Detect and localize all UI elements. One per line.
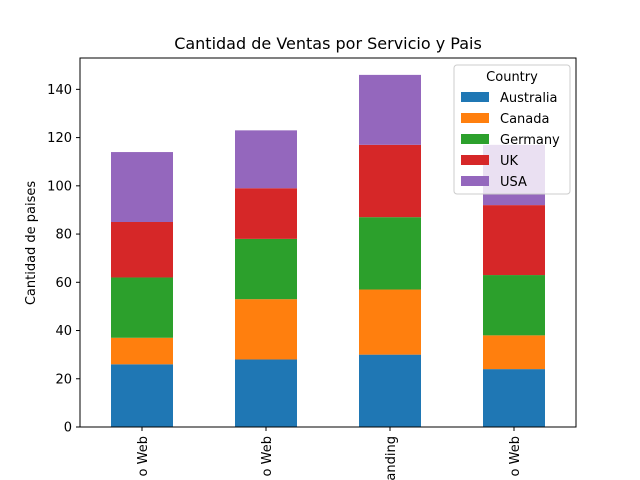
bar-uk-2 bbox=[359, 144, 421, 218]
bar-usa-2 bbox=[359, 74, 421, 145]
legend-swatch-usa bbox=[461, 176, 489, 186]
x-tick-label-0: o Web bbox=[136, 436, 151, 476]
bar-usa-0 bbox=[111, 152, 173, 222]
bar-germany-1 bbox=[235, 238, 297, 300]
bar-australia-0 bbox=[111, 364, 173, 427]
bar-canada-3 bbox=[483, 335, 545, 370]
legend-title: Country bbox=[486, 70, 538, 85]
bar-canada-0 bbox=[111, 337, 173, 365]
y-tick-label-100: 100 bbox=[47, 179, 72, 194]
legend-label-canada: Canada bbox=[500, 112, 549, 127]
legend-label-usa: USA bbox=[500, 175, 527, 190]
bar-germany-3 bbox=[483, 275, 545, 336]
bar-uk-1 bbox=[235, 188, 297, 239]
legend-swatch-australia bbox=[461, 92, 489, 102]
legend-label-uk: UK bbox=[500, 154, 519, 169]
x-tick-label-1: o Web bbox=[260, 436, 275, 476]
legend-swatch-uk bbox=[461, 155, 489, 165]
bar-uk-0 bbox=[111, 222, 173, 278]
axes-group: 0 20 40 60 80 100 120 140 o Web o Web anding o Web bbox=[47, 57, 577, 480]
y-tick-label-40: 40 bbox=[55, 324, 72, 339]
legend-label-australia: Australia bbox=[500, 91, 558, 106]
bar-canada-1 bbox=[235, 299, 297, 360]
bar-canada-2 bbox=[359, 289, 421, 355]
y-tick-label-60: 60 bbox=[55, 276, 72, 291]
x-tick-label-3: o Web bbox=[508, 436, 523, 476]
y-axis-label: Cantidad de paises bbox=[24, 181, 39, 306]
plot-frame bbox=[79, 57, 577, 428]
x-tick-label-2: anding bbox=[384, 436, 399, 480]
legend-swatch-germany bbox=[461, 134, 489, 144]
y-tick-label-80: 80 bbox=[55, 228, 72, 243]
y-tick-label-20: 20 bbox=[55, 372, 72, 387]
bar-usa-1 bbox=[235, 130, 297, 189]
legend: Country Australia Canada Germany UK USA bbox=[453, 64, 571, 195]
bar-australia-3 bbox=[483, 369, 545, 427]
chart-title: Cantidad de Ventas por Servicio y Pais bbox=[174, 34, 482, 53]
legend-label-germany: Germany bbox=[500, 133, 560, 148]
bar-uk-3 bbox=[483, 205, 545, 276]
bar-australia-2 bbox=[359, 354, 421, 427]
bars-group bbox=[111, 74, 545, 427]
legend-swatch-canada bbox=[461, 113, 489, 123]
bar-australia-1 bbox=[235, 359, 297, 427]
y-tick-label-120: 120 bbox=[47, 131, 72, 146]
bar-germany-2 bbox=[359, 217, 421, 290]
y-tick-label-140: 140 bbox=[47, 83, 72, 98]
y-tick-label-0: 0 bbox=[64, 421, 72, 436]
bar-germany-0 bbox=[111, 277, 173, 338]
